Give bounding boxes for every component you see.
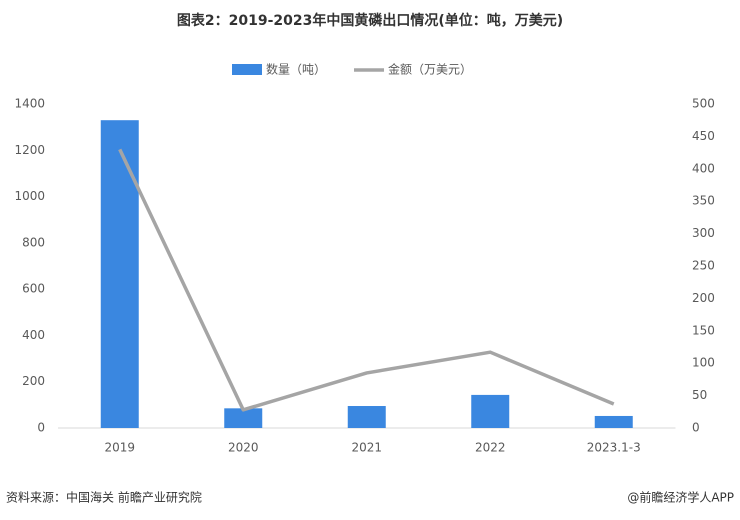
- y2-tick-label: 0: [692, 421, 700, 435]
- credit: @前瞻经济学人APP: [627, 490, 734, 505]
- y-tick-label: 800: [22, 235, 45, 249]
- y-tick-label: 400: [22, 328, 45, 342]
- bar: [224, 408, 263, 428]
- bar: [471, 394, 510, 428]
- x-tick-label: 2020: [228, 441, 259, 455]
- x-tick-label: 2022: [475, 441, 506, 455]
- x-tick-label: 2019: [104, 441, 135, 455]
- x-tick-label: 2023.1-3: [587, 441, 641, 455]
- y-tick-label: 1200: [14, 143, 45, 157]
- legend-swatch: [232, 64, 262, 75]
- y-tick-label: 200: [22, 374, 45, 388]
- line: [118, 148, 615, 412]
- y-tick-label: 600: [22, 282, 45, 296]
- y-tick-label: 0: [37, 421, 45, 435]
- y2-tick-label: 400: [692, 161, 715, 175]
- y2-tick-label: 450: [692, 129, 715, 143]
- legend-label: 数量（吨）: [266, 62, 326, 77]
- y2-tick-label: 300: [692, 226, 715, 240]
- y2-tick-label: 150: [692, 323, 715, 337]
- bar: [347, 406, 386, 428]
- y2-tick-label: 200: [692, 291, 715, 305]
- y2-tick-label: 500: [692, 97, 715, 111]
- chart-title: 图表2：2019-2023年中国黄磷出口情况(单位：吨，万美元): [177, 12, 563, 29]
- legend-label: 金额（万美元）: [388, 62, 472, 77]
- y2-tick-label: 250: [692, 259, 715, 273]
- y-tick-label: 1400: [14, 97, 45, 111]
- y-tick-label: 1000: [14, 189, 45, 203]
- y2-tick-label: 100: [692, 356, 715, 370]
- source: 资料来源：中国海关 前瞻产业研究院: [6, 490, 202, 505]
- x-tick-label: 2021: [351, 441, 382, 455]
- bar: [100, 120, 139, 428]
- bar: [594, 415, 633, 428]
- y2-tick-label: 50: [692, 388, 707, 402]
- y2-tick-label: 350: [692, 194, 715, 208]
